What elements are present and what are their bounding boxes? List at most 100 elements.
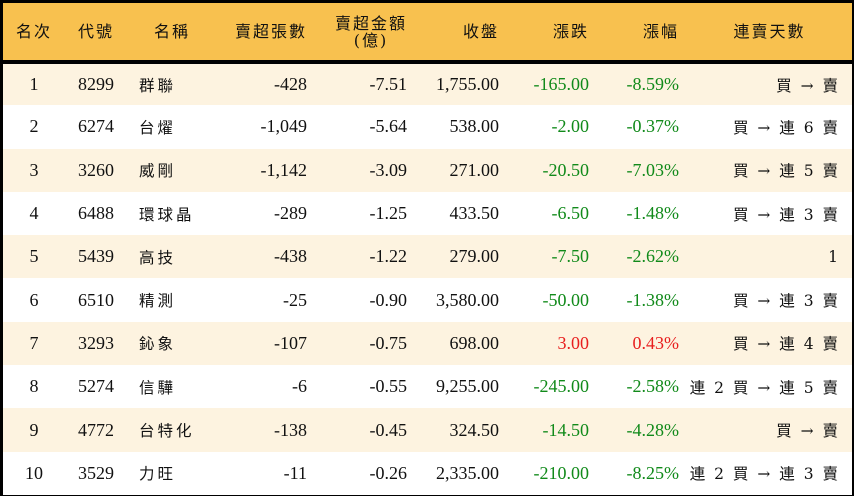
cell-rank: 8 <box>29 376 39 397</box>
cell-name: 高技 <box>139 248 177 267</box>
cell-close: 9,255.00 <box>436 376 499 397</box>
cell-net-sell-lots: -107 <box>274 332 307 353</box>
header-net-sell-amount-unit: (億) <box>353 30 389 50</box>
cell-change: -210.00 <box>533 462 590 483</box>
header-change-pct: 漲幅 <box>597 3 687 64</box>
cell-change: -7.50 <box>551 246 590 267</box>
header-rank: 名次 <box>3 3 65 64</box>
cell-net-sell-lots: -428 <box>274 74 307 95</box>
cell-net-sell-amount: -3.09 <box>369 159 408 180</box>
cell-rank: 4 <box>29 203 39 224</box>
table-row: 1 8299 群聯 -428 -7.51 1,755.00 -165.00 -8… <box>3 62 852 106</box>
cell-net-sell-lots: -6 <box>292 376 307 397</box>
cell-close: 698.00 <box>449 332 500 353</box>
cell-net-sell-lots: -289 <box>274 203 307 224</box>
cell-change: -50.00 <box>542 289 590 310</box>
cell-code: 3260 <box>78 159 114 180</box>
cell-code: 3529 <box>78 462 114 483</box>
cell-name: 群聯 <box>139 76 177 95</box>
cell-net-sell-amount: -0.26 <box>369 462 408 483</box>
header-net-sell-amount-line1: 賣超金額 <box>334 13 407 33</box>
cell-net-sell-lots: -25 <box>283 289 307 310</box>
cell-code: 4772 <box>78 419 114 440</box>
cell-streak: 1 <box>828 247 840 266</box>
header-net-sell-amount: 賣超金額 (億) <box>315 3 415 64</box>
cell-net-sell-amount: -1.25 <box>369 203 408 224</box>
cell-close: 1,755.00 <box>436 74 499 95</box>
table-row: 9 4772 台特化 -138 -0.45 324.50 -14.50 -4.2… <box>3 408 852 452</box>
cell-close: 279.00 <box>449 246 500 267</box>
cell-close: 271.00 <box>449 159 500 180</box>
cell-streak: 買 → 賣 <box>776 422 840 441</box>
cell-net-sell-amount: -0.55 <box>369 376 408 397</box>
cell-rank: 3 <box>29 159 39 180</box>
header-name: 名稱 <box>127 3 217 64</box>
table-header-row: 名次 代號 名稱 賣超張數 賣超金額 (億) 收盤 漲跌 漲幅 連賣天數 <box>3 3 852 64</box>
cell-net-sell-amount: -7.51 <box>369 74 408 95</box>
cell-change-pct: -8.59% <box>626 74 680 95</box>
cell-name: 威剛 <box>139 162 177 181</box>
cell-streak: 連 2 買 → 連 5 賣 <box>689 378 840 397</box>
cell-net-sell-lots: -438 <box>274 246 307 267</box>
cell-streak: 買 → 連 3 賣 <box>732 292 840 311</box>
cell-name: 力旺 <box>139 465 177 484</box>
cell-close: 433.50 <box>449 203 500 224</box>
cell-close: 3,580.00 <box>436 289 499 310</box>
cell-rank: 9 <box>29 419 39 440</box>
cell-change: -245.00 <box>533 376 590 397</box>
cell-change-pct: -7.03% <box>626 159 680 180</box>
cell-change-pct: -1.48% <box>626 203 680 224</box>
cell-streak: 買 → 連 6 賣 <box>732 118 840 137</box>
cell-change-pct: -1.38% <box>626 289 680 310</box>
header-code: 代號 <box>65 3 127 64</box>
cell-streak: 買 → 賣 <box>776 76 840 95</box>
cell-change-pct: 0.43% <box>632 332 680 353</box>
cell-change: -20.50 <box>542 159 590 180</box>
cell-name: 信驊 <box>139 378 177 397</box>
cell-net-sell-amount: -1.22 <box>369 246 408 267</box>
table-row: 7 3293 鈊象 -107 -0.75 698.00 3.00 0.43% 買… <box>3 321 852 366</box>
cell-code: 8299 <box>78 74 114 95</box>
cell-change: 3.00 <box>557 332 590 353</box>
cell-change-pct: -8.25% <box>626 462 680 483</box>
cell-rank: 6 <box>29 289 39 310</box>
table-row: 6 6510 精測 -25 -0.90 3,580.00 -50.00 -1.3… <box>3 278 852 322</box>
cell-change-pct: -2.58% <box>626 376 680 397</box>
cell-net-sell-lots: -138 <box>274 419 307 440</box>
cell-code: 6510 <box>78 289 114 310</box>
table-row: 10 3529 力旺 -11 -0.26 2,335.00 -210.00 -8… <box>3 451 852 495</box>
cell-net-sell-amount: -5.64 <box>369 116 408 137</box>
table-row: 5 5439 高技 -438 -1.22 279.00 -7.50 -2.62%… <box>3 235 852 279</box>
cell-change: -6.50 <box>551 203 590 224</box>
cell-net-sell-amount: -0.90 <box>369 289 408 310</box>
cell-streak: 買 → 連 4 賣 <box>732 335 840 354</box>
cell-code: 5274 <box>78 376 114 397</box>
cell-net-sell-lots: -1,142 <box>260 159 308 180</box>
cell-change: -165.00 <box>533 74 590 95</box>
header-close: 收盤 <box>415 3 507 64</box>
cell-net-sell-lots: -1,049 <box>260 116 308 137</box>
cell-change-pct: -2.62% <box>626 246 680 267</box>
cell-name: 環球晶 <box>139 205 195 224</box>
header-net-sell-lots: 賣超張數 <box>217 3 315 64</box>
table-row: 3 3260 威剛 -1,142 -3.09 271.00 -20.50 -7.… <box>3 148 852 192</box>
net-sell-ranking-table: 名次 代號 名稱 賣超張數 賣超金額 (億) 收盤 漲跌 漲幅 連賣天數 1 8… <box>3 3 852 495</box>
cell-net-sell-amount: -0.45 <box>369 419 408 440</box>
cell-rank: 7 <box>29 332 39 353</box>
cell-rank: 1 <box>29 74 39 95</box>
cell-name: 鈊象 <box>139 335 177 354</box>
cell-change-pct: -0.37% <box>626 116 680 137</box>
cell-net-sell-lots: -11 <box>283 462 307 483</box>
cell-change: -2.00 <box>551 116 590 137</box>
cell-change: -14.50 <box>542 419 590 440</box>
table-row: 8 5274 信驊 -6 -0.55 9,255.00 -245.00 -2.5… <box>3 365 852 409</box>
cell-streak: 買 → 連 3 賣 <box>732 205 840 224</box>
cell-close: 324.50 <box>449 419 500 440</box>
table-row: 2 6274 台燿 -1,049 -5.64 538.00 -2.00 -0.3… <box>3 105 852 149</box>
cell-code: 3293 <box>78 332 114 353</box>
cell-rank: 2 <box>29 116 39 137</box>
table-row: 4 6488 環球晶 -289 -1.25 433.50 -6.50 -1.48… <box>3 191 852 236</box>
cell-net-sell-amount: -0.75 <box>369 332 408 353</box>
cell-close: 538.00 <box>449 116 500 137</box>
